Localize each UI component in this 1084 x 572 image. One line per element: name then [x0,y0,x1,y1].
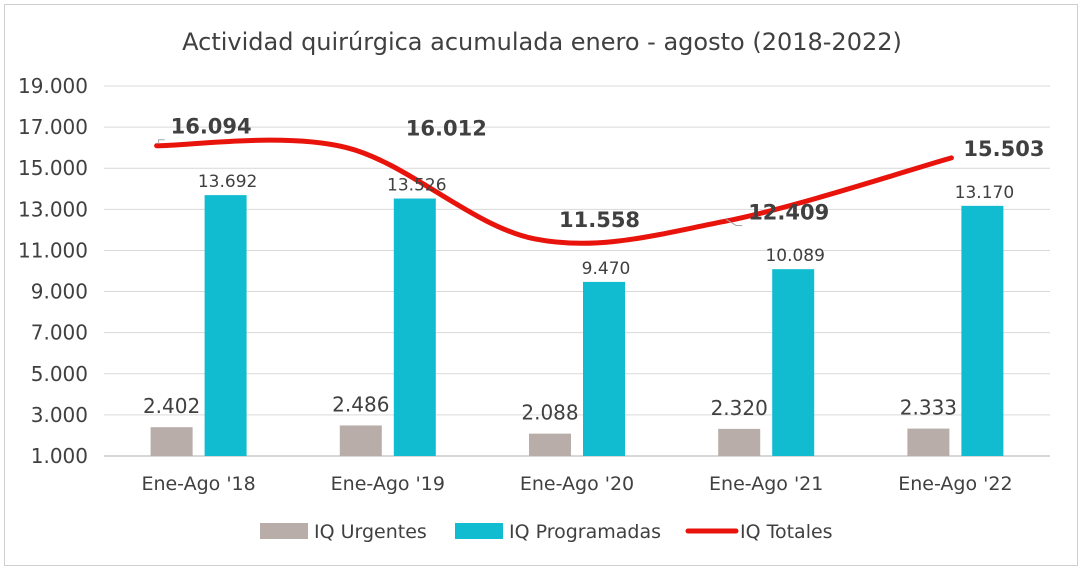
legend: IQ Urgentes IQ Programadas IQ Totales [260,521,833,543]
data-label-urgentes: 2.320 [711,396,768,420]
bar-urgentes [907,428,950,456]
data-label-programadas: 10.089 [765,246,824,266]
y-tick-label: 1.000 [31,444,88,468]
leader-line [158,139,165,144]
data-label-totales: 11.558 [559,208,640,232]
bar-urgentes [718,428,761,456]
data-label-urgentes: 2.088 [521,401,578,425]
data-label-programadas: 9.470 [582,259,631,279]
bar-programadas [204,195,247,456]
totals-series-line [154,137,954,246]
chart-frame [4,4,1078,566]
data-labels: 2.402 2.486 2.088 2.320 2.333 13.692 13.526 9.4… [143,115,1044,425]
bar-programadas [961,205,1004,456]
bar-urgentes [529,433,571,456]
data-label-totales: 16.094 [171,115,252,139]
legend-label-totales: IQ Totales [740,521,833,543]
x-tick-label: Ene-Ago '19 [331,473,445,495]
y-tick-label: 3.000 [31,403,88,427]
data-label-urgentes: 2.486 [332,392,389,416]
legend-label-urgentes: IQ Urgentes [314,521,427,543]
bars [150,195,1004,456]
x-axis-labels: Ene-Ago '18 Ene-Ago '19 Ene-Ago '20 Ene-Ago… [141,473,1012,495]
y-tick-label: 7.000 [31,321,88,345]
data-label-totales: 12.409 [748,200,829,224]
data-label-urgentes: 2.402 [143,394,200,418]
y-axis-labels: 1.000 3.000 5.000 7.000 9.000 11.000 13.000 15.… [18,74,88,468]
legend-swatch-urgentes [260,523,308,539]
gridlines [104,85,1050,457]
leader-line [725,219,743,226]
bar-programadas [583,281,625,456]
chart-title: Actividad quirúrgica acumulada enero - a… [182,28,902,56]
y-tick-label: 13.000 [18,197,88,221]
y-tick-label: 15.000 [18,156,88,180]
y-tick-label: 11.000 [18,238,88,262]
bar-urgentes [150,427,193,456]
x-tick-label: Ene-Ago '21 [709,473,823,495]
data-label-urgentes: 2.333 [900,396,957,420]
y-tick-label: 5.000 [31,362,88,386]
legend-swatch-programadas [455,523,503,539]
data-label-programadas: 13.692 [198,172,257,192]
x-tick-label: Ene-Ago '22 [898,473,1012,495]
data-label-programadas: 13.170 [955,183,1014,203]
y-tick-label: 17.000 [18,115,88,139]
x-tick-label: Ene-Ago '18 [141,473,255,495]
data-label-totales: 16.012 [406,116,487,140]
data-label-totales: 15.503 [963,137,1044,161]
bar-urgentes [339,425,382,456]
y-tick-label: 9.000 [31,280,88,304]
legend-label-programadas: IQ Programadas [509,521,661,543]
totals-line [154,137,954,246]
bar-programadas [393,198,436,456]
data-label-programadas: 13.526 [387,176,446,196]
bar-programadas [772,269,815,456]
y-tick-label: 19.000 [18,74,88,98]
x-tick-label: Ene-Ago '20 [520,473,634,495]
